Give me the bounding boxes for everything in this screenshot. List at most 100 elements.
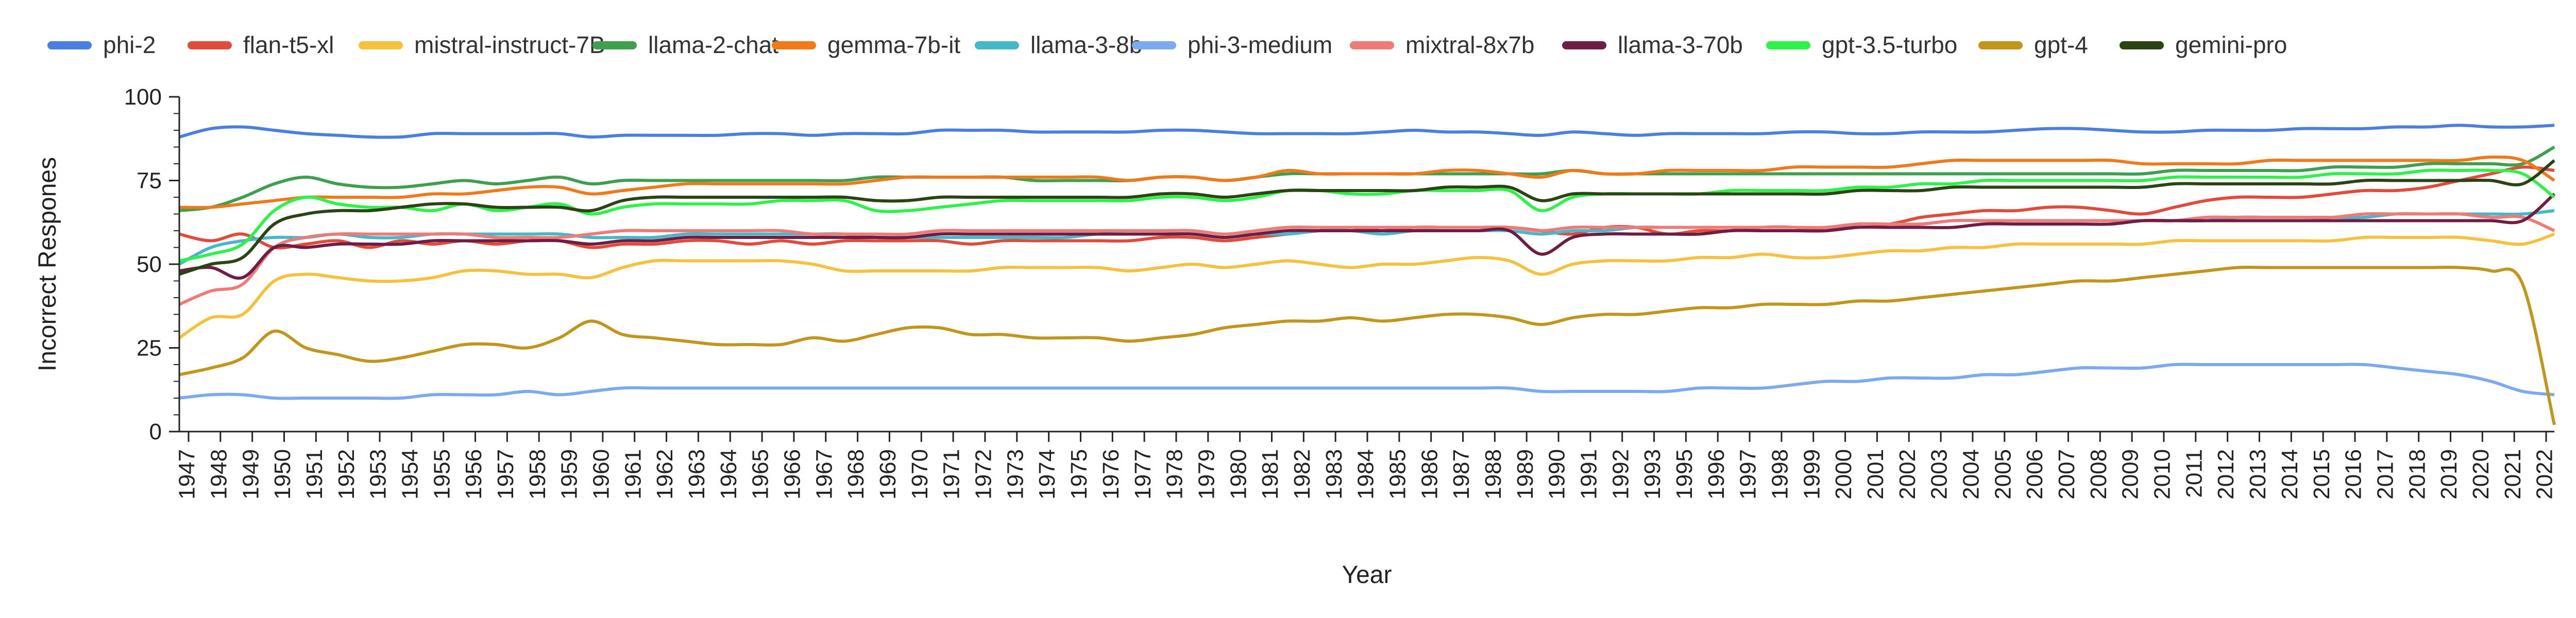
series-line-phi-3-medium [179,363,2555,400]
x-tick-label: 1985 [1385,449,1410,500]
x-tick-label: 2016 [2341,449,2366,500]
x-tick-label: 1967 [811,449,837,500]
series-line-gemini-pro [179,159,2555,276]
x-tick-label: 1973 [1003,449,1028,500]
x-tick-label: 2020 [2468,449,2494,500]
x-tick-label: 1998 [1768,449,1793,500]
y-tick-label: 25 [137,336,162,361]
x-tick-label: 1989 [1513,449,1538,500]
legend-item-label: llama-2-chat [648,31,778,58]
x-tick-label: 1962 [652,449,677,500]
x-tick-label: 1996 [1704,449,1729,500]
legend-item-label: gpt-4 [2034,31,2088,58]
x-tick-label: 1947 [175,449,200,500]
x-tick-label: 2019 [2436,449,2462,500]
x-tick-label: 2010 [2150,449,2175,500]
y-tick-label: 0 [149,419,162,444]
legend-item-label: gemini-pro [2175,31,2287,58]
x-axis-label: Year [1342,561,1392,589]
x-tick-label: 2013 [2245,449,2270,500]
legend-item-label: llama-3-70b [1618,31,1743,58]
x-tick-label: 1965 [748,449,773,500]
x-tick-label: 1990 [1545,449,1570,500]
y-tick-label: 100 [124,84,162,110]
y-axis-label: Incorrect Respones [34,157,61,371]
legend-item-label: gemma-7b-it [827,31,960,58]
series-line-gpt-4 [179,266,2556,425]
x-tick-label: 1970 [907,449,933,500]
x-tick-label: 2006 [2022,449,2047,500]
x-tick-label: 2011 [2181,449,2207,498]
x-tick-label: 1986 [1417,449,1442,500]
x-tick-label: 1993 [1640,449,1665,500]
x-tick-label: 1957 [493,449,518,500]
x-tick-label: 1988 [1481,449,1506,500]
legend-item-label: llama-3-8b [1030,31,1142,58]
x-tick-label: 1975 [1066,449,1092,500]
x-tick-label: 1978 [1162,449,1188,500]
x-tick-label: 1983 [1321,449,1347,500]
legend-item-label: gpt-3.5-turbo [1822,31,1957,58]
series-line-mixtral-8x7b [178,212,2555,306]
x-tick-label: 1974 [1035,449,1060,500]
legend-item-label: mistral-instruct-7B [414,31,605,58]
x-tick-label: 2017 [2372,449,2398,500]
legend-item-label: flan-t5-xl [243,31,334,58]
x-tick-label: 1987 [1449,449,1474,500]
x-tick-label: 2001 [1863,449,1888,500]
x-tick-label: 1979 [1194,449,1219,500]
legend-item-label: mixtral-8x7b [1405,31,1535,58]
x-tick-label: 1956 [461,449,486,500]
x-tick-label: 1952 [334,449,359,500]
x-tick-label: 1999 [1799,449,1824,500]
x-tick-label: 1953 [366,449,391,500]
x-tick-label: 2004 [1959,449,1984,500]
x-tick-label: 1976 [1098,449,1124,500]
x-tick-label: 1950 [270,449,295,500]
x-tick-label: 2000 [1831,449,1856,500]
x-tick-label: 2022 [2532,449,2557,500]
x-tick-label: 1981 [1258,449,1283,500]
y-tick-label: 75 [137,168,162,194]
x-tick-label: 1961 [620,449,646,500]
x-tick-label: 1949 [238,449,263,500]
x-tick-label: 2002 [1895,449,1920,500]
x-tick-label: 2008 [2086,449,2111,500]
series-line-mistral-instruct-7B [178,232,2555,339]
x-tick-label: 2014 [2277,449,2302,500]
x-tick-label: 1977 [1130,449,1156,500]
x-tick-label: 1954 [397,449,422,500]
x-tick-label: 1972 [971,449,996,500]
x-tick-label: 2007 [2054,449,2079,500]
x-tick-label: 1969 [875,449,901,500]
x-tick-label: 2018 [2404,449,2430,500]
series-line-gpt-3.5-turbo [179,168,2555,263]
x-tick-label: 1995 [1672,449,1697,500]
x-tick-label: 2005 [1990,449,2015,500]
x-tick-label: 1980 [1226,449,1251,500]
y-tick-label: 50 [137,252,162,277]
x-tick-label: 1964 [716,449,741,500]
x-tick-label: 1959 [557,449,582,500]
x-tick-label: 1960 [589,449,614,500]
series-lines [178,124,2556,425]
legend: phi-2 flan-t5-xl mistral-instruct-7B llama-… [47,31,2287,58]
legend-item-label: phi-3-medium [1188,31,1332,58]
x-tick-label: 1991 [1576,449,1601,500]
x-tick-label: 1968 [843,449,869,500]
series-line-phi-2 [179,124,2555,139]
x-tick-label: 1955 [429,449,454,500]
x-tick-label: 1982 [1290,449,1315,500]
x-tick-label: 2003 [1927,449,1952,500]
x-tick-label: 1984 [1353,449,1379,500]
x-tick-label: 1958 [525,449,550,500]
x-tick-label: 1992 [1608,449,1633,500]
x-tick-label: 1997 [1736,449,1761,500]
x-tick-label: 2009 [2118,449,2143,500]
x-tick-label: 1971 [939,449,964,500]
x-tick-label: 1948 [206,449,231,500]
series-line-llama-3-70b [179,193,2555,280]
legend-item-label: phi-2 [103,31,156,58]
